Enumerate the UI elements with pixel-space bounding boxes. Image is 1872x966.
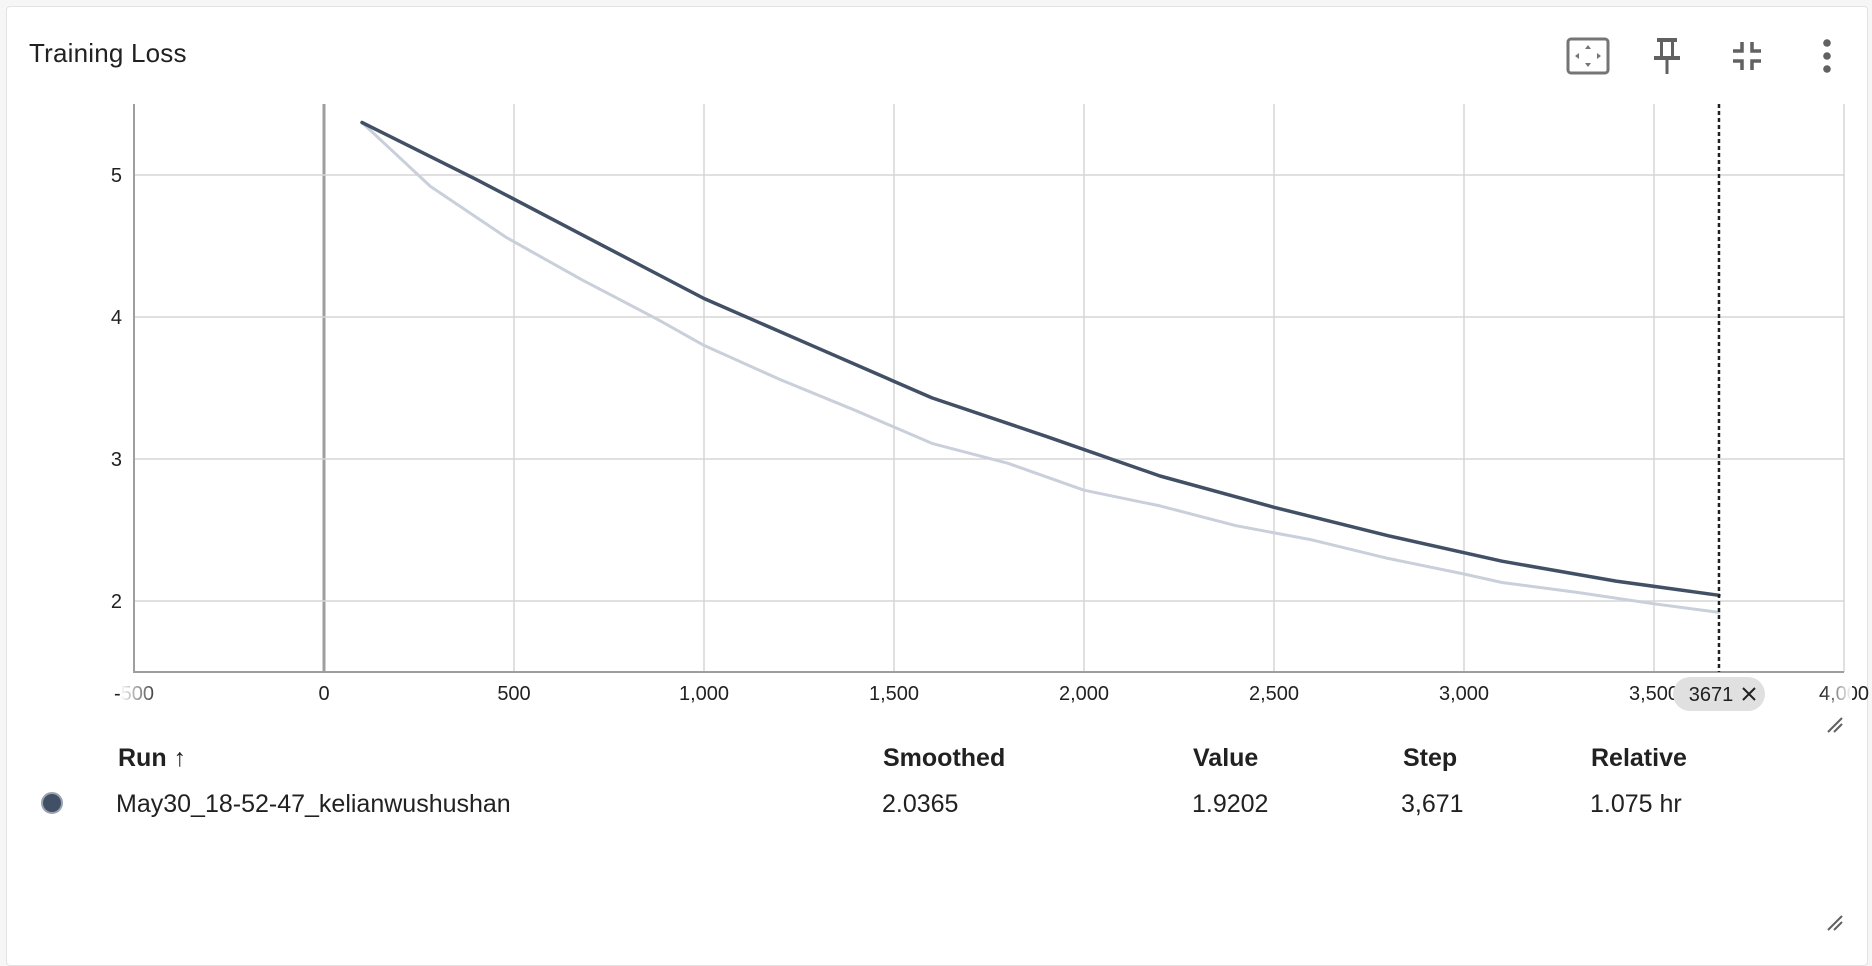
header-smoothed[interactable]: Smoothed xyxy=(883,744,1006,772)
collapse-icon[interactable] xyxy=(1721,30,1773,82)
x-tick-label: 1,000 xyxy=(679,683,729,705)
smoothed-value: 2.0365 xyxy=(882,790,959,818)
more-vert-icon[interactable] xyxy=(1801,30,1853,82)
x-tick-fade xyxy=(1822,680,1852,708)
y-tick-label: 4 xyxy=(111,307,122,329)
scalar-card xyxy=(6,6,1868,966)
y-tick-label: 2 xyxy=(111,591,122,613)
header-step[interactable]: Step xyxy=(1403,744,1458,772)
hover-step-badge[interactable] xyxy=(1672,677,1765,711)
header-run-label: Run xyxy=(118,744,167,772)
run-name: May30_18-52-47_kelianwushushan xyxy=(116,790,511,818)
pin-icon[interactable] xyxy=(1641,30,1693,82)
y-tick-label: 5 xyxy=(111,165,122,187)
x-tick-label: 3,500 xyxy=(1629,683,1679,705)
x-tick-label: 2,500 xyxy=(1249,683,1299,705)
chart-area[interactable]: -50005001,0001,5002,0002,5003,0003,5004,… xyxy=(0,0,1872,730)
fit-domain-icon[interactable] xyxy=(1562,30,1614,82)
y-tick-label: 3 xyxy=(111,449,122,471)
x-tick-label: 3,000 xyxy=(1439,683,1489,705)
sort-arrow-icon: ↑ xyxy=(173,744,187,772)
header-run[interactable]: Run ↑ xyxy=(118,744,186,773)
run-color-indicator xyxy=(41,792,63,814)
x-tick-label: 2,000 xyxy=(1059,683,1109,705)
raw-series-line xyxy=(360,121,1721,614)
header-relative[interactable]: Relative xyxy=(1591,744,1687,772)
hover-step-label: 3671 xyxy=(1689,684,1734,706)
step-value: 3,671 xyxy=(1401,790,1464,818)
close-icon[interactable] xyxy=(1742,687,1756,701)
raw-value: 1.9202 xyxy=(1192,790,1269,818)
x-tick-label: 0 xyxy=(318,683,329,705)
header-value[interactable]: Value xyxy=(1193,744,1259,772)
x-tick-label: 500 xyxy=(497,683,530,705)
x-tick-fade xyxy=(120,680,160,708)
line-chart[interactable]: -50005001,0001,5002,0002,5003,0003,5004,… xyxy=(0,0,1872,730)
relative-time: 1.075 hr xyxy=(1590,790,1682,818)
x-tick-label: 1,500 xyxy=(869,683,919,705)
resize-handle-icon[interactable] xyxy=(1826,716,1844,734)
resize-handle-icon[interactable] xyxy=(1826,914,1844,932)
card-title: Training Loss xyxy=(29,38,187,68)
smoothed-series-line xyxy=(360,120,1721,598)
